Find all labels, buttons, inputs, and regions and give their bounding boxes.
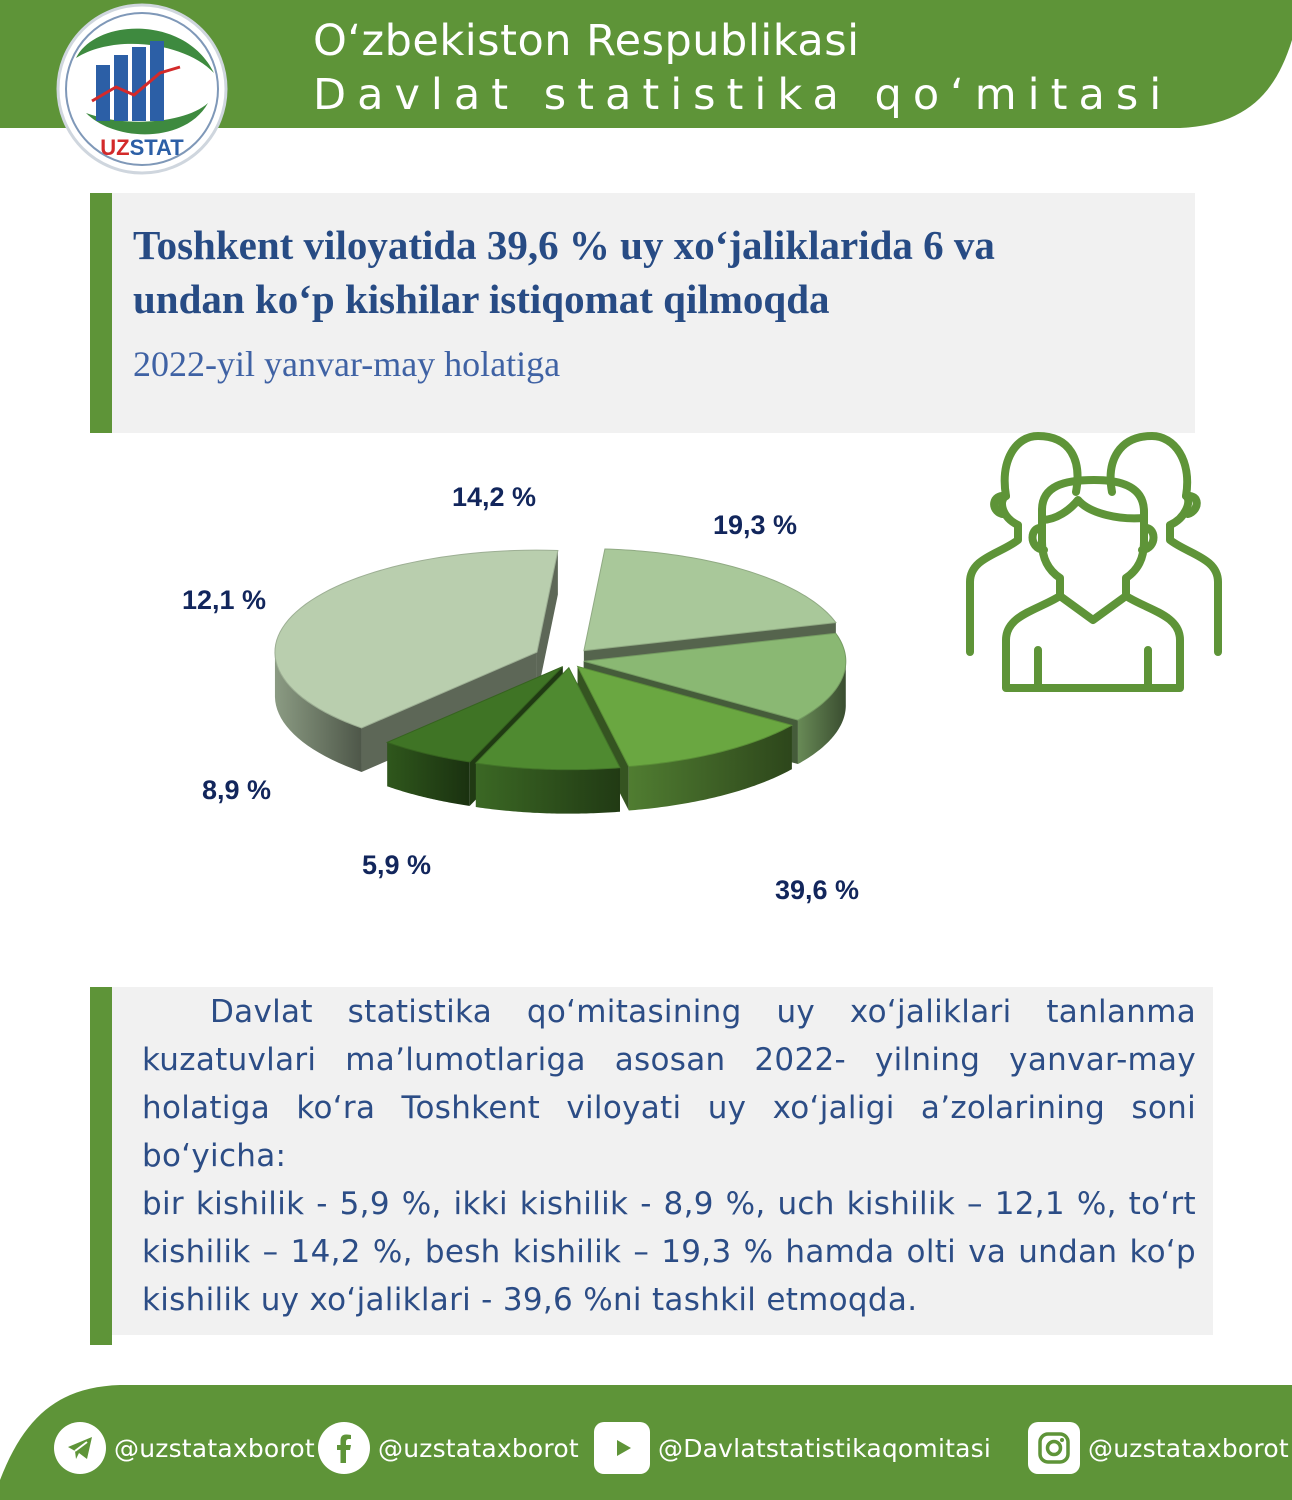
instagram-link[interactable]: @uzstataxborot	[1028, 1422, 1289, 1474]
youtube-icon	[594, 1422, 650, 1474]
pie-slice-label: 8,9 %	[202, 775, 272, 805]
title-panel	[90, 193, 1195, 433]
telegram-link[interactable]: @uzstataxborot	[54, 1422, 315, 1474]
instagram-icon	[1028, 1422, 1080, 1474]
pie-slice-label: 39,6 %	[775, 875, 860, 905]
pie-chart	[274, 548, 847, 814]
description-paragraph-1: Davlat statistika qo‘mitasining uy xo‘ja…	[142, 994, 1196, 1174]
footer-banner: @uzstataxborot @uzstataxborot @Davlatsta…	[0, 1385, 1292, 1500]
header-title-line1: O‘zbekiston Respublikasi	[313, 16, 860, 66]
youtube-handle: @Davlatstatistikaqomitasi	[658, 1433, 992, 1463]
page-title: Toshkent viloyatida 39,6 % uy xo‘jalikla…	[133, 218, 1163, 326]
page-title-line1: Toshkent viloyatida 39,6 % uy xo‘jalikla…	[133, 222, 995, 268]
pie-slice	[474, 666, 621, 814]
description-accent-bar	[90, 987, 112, 1345]
description-text: Davlat statistika qo‘mitasining uy xo‘ja…	[142, 988, 1196, 1324]
facebook-handle: @uzstataxborot	[378, 1433, 579, 1463]
telegram-icon	[54, 1422, 106, 1474]
header-banner: UZSTAT O‘zbekiston Respublikasi Davlat s…	[0, 0, 1292, 175]
title-accent-bar	[90, 193, 112, 433]
facebook-icon	[318, 1422, 370, 1474]
instagram-handle: @uzstataxborot	[1088, 1433, 1289, 1463]
description-panel	[90, 987, 1213, 1335]
uzstat-logo: UZSTAT	[56, 3, 228, 175]
description-paragraph-2: bir kishilik - 5,9 %, ikki kishilik - 8,…	[142, 1186, 1196, 1318]
people-group-icon	[966, 432, 1222, 692]
header-title-line2: Davlat statistika qo‘mitasi	[313, 70, 1173, 120]
page-subtitle: 2022-yil yanvar-may holatiga	[133, 344, 561, 384]
logo-text: UZSTAT	[100, 135, 184, 160]
pie-slice-label: 14,2 %	[452, 482, 537, 512]
pie-slice-label: 12,1 %	[182, 585, 267, 615]
facebook-link[interactable]: @uzstataxborot	[318, 1422, 579, 1474]
pie-slice-label: 19,3 %	[713, 510, 798, 540]
header-background	[0, 0, 1292, 128]
youtube-link[interactable]: @Davlatstatistikaqomitasi	[594, 1422, 991, 1474]
telegram-handle: @uzstataxborot	[114, 1433, 315, 1463]
page-title-line2: undan ko‘p kishilar istiqomat qilmoqda	[133, 276, 830, 322]
pie-slice-label: 5,9 %	[362, 850, 432, 880]
